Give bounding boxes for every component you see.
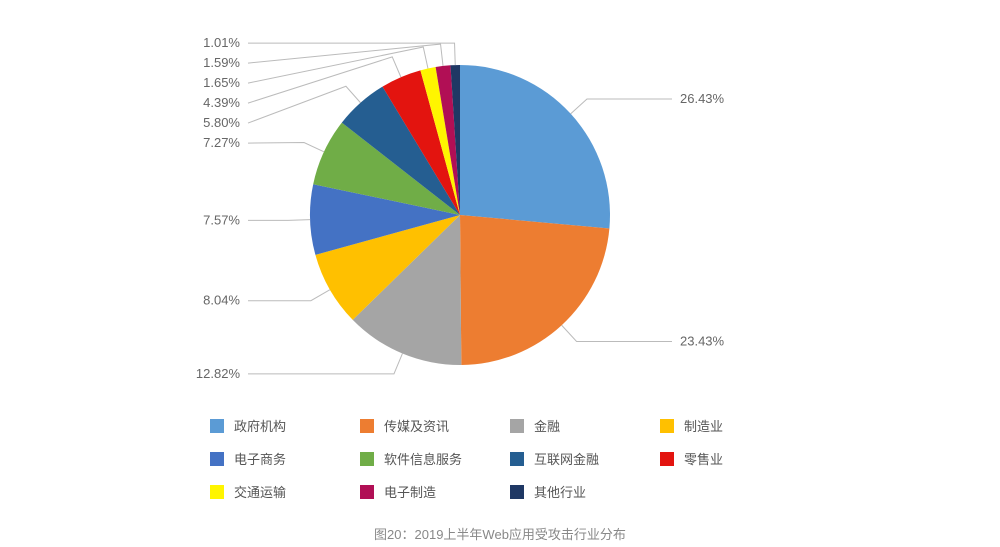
legend-item: 电子制造 <box>360 482 500 501</box>
legend-swatch <box>510 419 524 433</box>
legend-item: 金融 <box>510 416 650 435</box>
legend-swatch <box>360 485 374 499</box>
slice-label: 1.65% <box>203 75 240 90</box>
pie-chart-figure: 26.43% 23.43% 1.01% 1.59% 1.65% 4.39% 5.80% 7.2… <box>0 0 1000 547</box>
legend-item: 交通运输 <box>210 482 350 501</box>
legend-swatch <box>660 452 674 466</box>
legend-label: 交通运输 <box>234 482 286 501</box>
legend-swatch <box>210 419 224 433</box>
caption-text: 图20：2019上半年Web应用受攻击行业分布 <box>374 527 626 542</box>
legend-swatch <box>210 485 224 499</box>
legend-swatch <box>510 485 524 499</box>
slice-label: 5.80% <box>203 115 240 130</box>
slice-label: 8.04% <box>203 293 240 308</box>
slice-label: 4.39% <box>203 95 240 110</box>
leader-line <box>248 86 361 123</box>
legend-label: 制造业 <box>684 416 723 435</box>
legend-label: 金融 <box>534 416 560 435</box>
slice-label: 7.57% <box>203 212 240 227</box>
slice-label: 1.59% <box>203 55 240 70</box>
slice-label: 23.43% <box>680 333 725 348</box>
legend-item: 传媒及资讯 <box>360 416 500 435</box>
leader-line <box>248 143 324 152</box>
legend-item: 电子商务 <box>210 449 350 468</box>
legend-swatch <box>510 452 524 466</box>
leader-line <box>562 325 672 341</box>
legend-swatch <box>660 419 674 433</box>
leader-line <box>248 220 310 221</box>
legend-label: 政府机构 <box>234 416 286 435</box>
legend-label: 电子商务 <box>234 449 286 468</box>
slice-label: 1.01% <box>203 35 240 50</box>
slice-label: 26.43% <box>680 91 725 106</box>
legend-label: 其他行业 <box>534 482 586 501</box>
pie-slice <box>460 215 609 365</box>
legend-swatch <box>210 452 224 466</box>
leader-line <box>571 99 672 114</box>
legend-item: 软件信息服务 <box>360 449 500 468</box>
figure-caption: 图20：2019上半年Web应用受攻击行业分布 <box>0 524 1000 543</box>
legend-item: 制造业 <box>660 416 800 435</box>
legend-label: 软件信息服务 <box>384 449 462 468</box>
slice-label: 7.27% <box>203 135 240 150</box>
legend-swatch <box>360 419 374 433</box>
leader-line <box>248 354 402 374</box>
legend-label: 传媒及资讯 <box>384 416 449 435</box>
leader-line <box>248 290 330 301</box>
legend: 政府机构 传媒及资讯 金融 制造业电子商务 软件信息服务 互联网金融 零售业交通运输 电子制造… <box>210 416 800 501</box>
legend-swatch <box>360 452 374 466</box>
legend-label: 零售业 <box>684 449 723 468</box>
slice-label: 12.82% <box>196 366 241 381</box>
legend-item: 互联网金融 <box>510 449 650 468</box>
legend-item: 零售业 <box>660 449 800 468</box>
legend-label: 互联网金融 <box>534 449 599 468</box>
legend-label: 电子制造 <box>384 482 436 501</box>
pie-slice <box>460 65 610 228</box>
legend-item: 其他行业 <box>510 482 650 501</box>
legend-item: 政府机构 <box>210 416 350 435</box>
